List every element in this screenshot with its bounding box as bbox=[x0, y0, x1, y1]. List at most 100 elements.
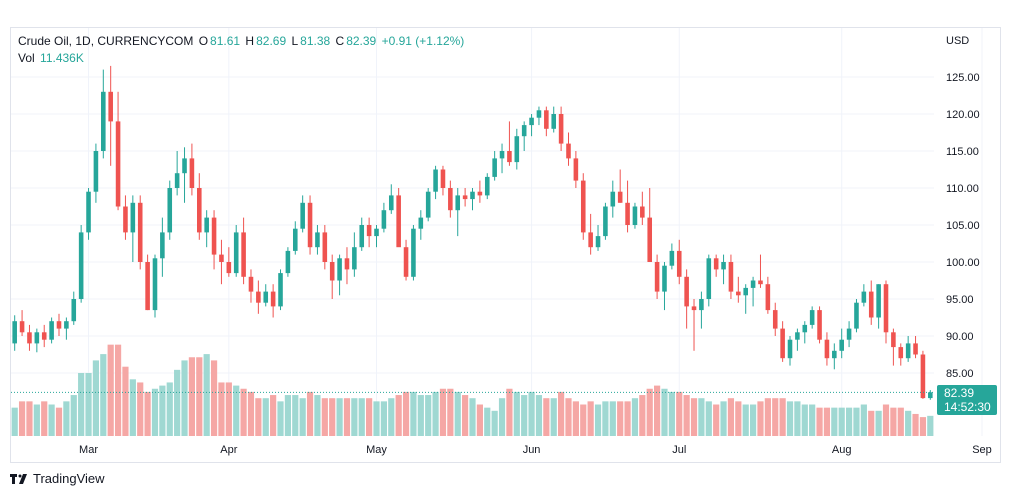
candle-body[interactable] bbox=[905, 343, 911, 359]
candle-body[interactable] bbox=[344, 258, 350, 270]
candle-body[interactable] bbox=[285, 250, 291, 274]
candle-body[interactable] bbox=[64, 321, 69, 329]
candle-body[interactable] bbox=[374, 228, 379, 237]
candle-body[interactable] bbox=[802, 324, 808, 333]
candle-body[interactable] bbox=[507, 151, 512, 163]
candle-body[interactable] bbox=[861, 291, 867, 303]
candle-body[interactable] bbox=[359, 225, 365, 248]
candle-body[interactable] bbox=[772, 310, 778, 329]
candle-body[interactable] bbox=[56, 321, 62, 329]
candle-body[interactable] bbox=[514, 136, 520, 163]
candle-body[interactable] bbox=[928, 392, 933, 399]
candle-body[interactable] bbox=[160, 232, 165, 259]
candle-body[interactable] bbox=[101, 91, 106, 151]
candle-body[interactable] bbox=[27, 332, 32, 344]
candle-body[interactable] bbox=[41, 332, 47, 340]
candle-body[interactable] bbox=[898, 347, 904, 359]
candle-body[interactable] bbox=[521, 125, 527, 137]
candle-body[interactable] bbox=[484, 176, 490, 196]
candle-body[interactable] bbox=[558, 114, 564, 144]
candle-body[interactable] bbox=[388, 195, 394, 211]
candle-body[interactable] bbox=[403, 247, 409, 277]
candle-body[interactable] bbox=[182, 158, 187, 174]
candle-body[interactable] bbox=[123, 206, 128, 233]
symbol-title[interactable]: Crude Oil, 1D, CURRENCYCOM bbox=[18, 34, 194, 48]
candle-body[interactable] bbox=[425, 191, 431, 218]
candle-body[interactable] bbox=[211, 217, 217, 255]
candle-body[interactable] bbox=[544, 110, 549, 129]
candle-body[interactable] bbox=[226, 262, 232, 274]
candle-body[interactable] bbox=[492, 158, 497, 177]
candle-body[interactable] bbox=[455, 195, 461, 211]
candle-body[interactable] bbox=[248, 276, 254, 292]
candle-body[interactable] bbox=[795, 332, 800, 340]
candle-body[interactable] bbox=[381, 210, 387, 229]
candle-body[interactable] bbox=[868, 291, 874, 318]
candle-body[interactable] bbox=[669, 250, 675, 266]
candle-body[interactable] bbox=[174, 173, 180, 188]
candle-body[interactable] bbox=[809, 310, 815, 325]
candle-body[interactable] bbox=[588, 232, 593, 248]
candle-body[interactable] bbox=[750, 280, 756, 288]
candle-body[interactable] bbox=[706, 258, 712, 299]
candle-body[interactable] bbox=[462, 195, 468, 200]
candle-body[interactable] bbox=[241, 232, 246, 277]
candle-body[interactable] bbox=[765, 284, 771, 311]
volume-label[interactable]: Vol bbox=[18, 51, 35, 65]
candle-body[interactable] bbox=[78, 232, 84, 299]
candle-body[interactable] bbox=[256, 291, 261, 303]
candle-body[interactable] bbox=[846, 328, 852, 340]
candle-body[interactable] bbox=[145, 262, 150, 311]
candle-body[interactable] bbox=[263, 291, 269, 303]
candle-body[interactable] bbox=[499, 151, 505, 159]
candle-body[interactable] bbox=[86, 191, 91, 233]
candle-body[interactable] bbox=[647, 217, 653, 262]
candle-body[interactable] bbox=[337, 258, 342, 281]
candle-body[interactable] bbox=[713, 258, 719, 270]
candle-body[interactable] bbox=[329, 262, 335, 281]
candle-body[interactable] bbox=[854, 302, 859, 329]
candle-body[interactable] bbox=[130, 202, 136, 233]
candle-body[interactable] bbox=[352, 247, 357, 270]
candle-body[interactable] bbox=[699, 299, 704, 311]
candle-body[interactable] bbox=[566, 143, 571, 159]
candle-body[interactable] bbox=[440, 169, 446, 189]
candle-body[interactable] bbox=[603, 206, 608, 237]
candle-body[interactable] bbox=[595, 236, 601, 248]
candle-body[interactable] bbox=[152, 258, 158, 311]
candle-body[interactable] bbox=[115, 121, 121, 207]
candle-body[interactable] bbox=[270, 291, 276, 307]
candle-body[interactable] bbox=[219, 254, 224, 262]
candle-body[interactable] bbox=[189, 158, 195, 188]
candle-body[interactable] bbox=[167, 188, 173, 233]
candle-body[interactable] bbox=[920, 354, 926, 399]
candle-body[interactable] bbox=[108, 91, 113, 122]
candle-body[interactable] bbox=[728, 262, 734, 292]
candle-body[interactable] bbox=[832, 350, 837, 359]
candle-body[interactable] bbox=[839, 339, 844, 351]
candle-body[interactable] bbox=[233, 232, 239, 274]
candle-body[interactable] bbox=[580, 180, 586, 233]
candle-body[interactable] bbox=[307, 202, 313, 248]
candle-body[interactable] bbox=[787, 339, 793, 359]
candle-body[interactable] bbox=[721, 262, 726, 270]
candle-body[interactable] bbox=[691, 306, 697, 311]
candle-body[interactable] bbox=[71, 299, 77, 322]
candle-body[interactable] bbox=[780, 328, 785, 359]
candle-body[interactable] bbox=[34, 332, 40, 344]
candle-body[interactable] bbox=[19, 321, 25, 333]
candle-body[interactable] bbox=[93, 151, 99, 192]
candle-body[interactable] bbox=[396, 195, 401, 248]
candle-body[interactable] bbox=[418, 217, 424, 229]
candle-body[interactable] bbox=[876, 284, 881, 318]
candle-body[interactable] bbox=[322, 232, 328, 262]
candle-body[interactable] bbox=[49, 321, 54, 340]
candle-body[interactable] bbox=[625, 202, 630, 225]
candle-body[interactable] bbox=[610, 191, 616, 207]
candle-body[interactable] bbox=[743, 287, 748, 296]
candle-body[interactable] bbox=[536, 110, 542, 118]
candle-body[interactable] bbox=[278, 273, 283, 307]
candle-body[interactable] bbox=[433, 169, 438, 192]
candle-body[interactable] bbox=[913, 343, 918, 355]
